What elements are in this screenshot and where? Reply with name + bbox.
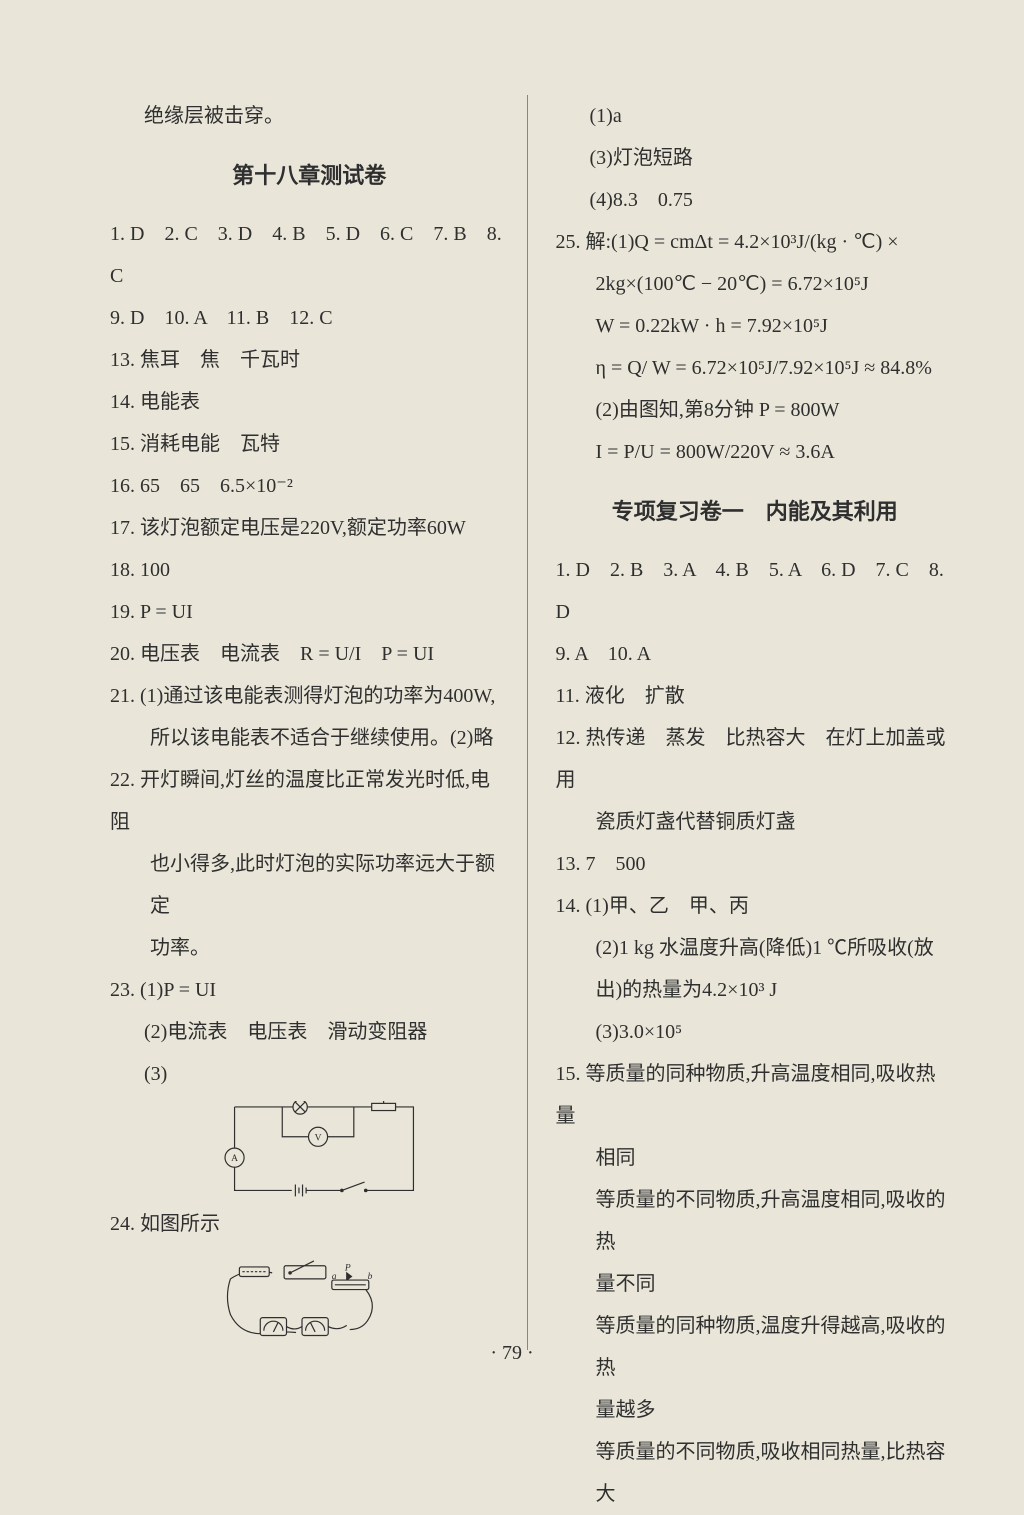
q25-d: η = Q/ W = 6.72×10⁵J/7.92×10⁵J ≈ 84.8%	[556, 347, 955, 389]
s6c: 出)的热量为4.2×10³ J	[556, 969, 955, 1011]
q25-a: 25. 解:(1)Q = cmΔt = 4.2×10³J/(kg · ℃) ×	[556, 221, 955, 263]
circuit-diagram-1: V A	[164, 1101, 484, 1196]
label-b: b	[368, 1270, 373, 1281]
s7f: 量越多	[556, 1389, 955, 1431]
q18: 18. 100	[110, 549, 509, 591]
q19: 19. P = UI	[110, 591, 509, 633]
q13: 13. 焦耳 焦 千瓦时	[110, 339, 509, 381]
r-1a: (1)a	[556, 95, 955, 137]
q1-8: 1. D 2. C 3. D 4. B 5. D 6. C 7. B 8. C	[110, 213, 509, 297]
s5: 13. 7 500	[556, 843, 955, 885]
left-column: 绝缘层被击穿。 第十八章测试卷 1. D 2. C 3. D 4. B 5. D…	[110, 95, 528, 1350]
page: 绝缘层被击穿。 第十八章测试卷 1. D 2. C 3. D 4. B 5. D…	[0, 0, 1024, 1390]
q25-c: W = 0.22kW · h = 7.92×10⁵J	[556, 305, 955, 347]
label-a: a	[332, 1270, 337, 1281]
s4a: 12. 热传递 蒸发 比热容大 在灯上加盖或用	[556, 717, 955, 801]
q22-b: 也小得多,此时灯泡的实际功率远大于额定	[110, 843, 509, 927]
q23-b: (2)电流表 电压表 滑动变阻器	[110, 1011, 509, 1053]
s2: 9. A 10. A	[556, 633, 955, 675]
r-3: (3)灯泡短路	[556, 137, 955, 179]
s7c: 等质量的不同物质,升高温度相同,吸收的热	[556, 1179, 955, 1263]
page-number: · 79 ·	[0, 1342, 1024, 1365]
q21-a: 21. (1)通过该电能表测得灯泡的功率为400W,	[110, 675, 509, 717]
q9-12: 9. D 10. A 11. B 12. C	[110, 297, 509, 339]
chapter18-title: 第十八章测试卷	[110, 153, 509, 199]
q23-a: 23. (1)P = UI	[110, 969, 509, 1011]
q20: 20. 电压表 电流表 R = U/I P = UI	[110, 633, 509, 675]
q21-b: 所以该电能表不适合于继续使用。(2)略	[110, 717, 509, 759]
q25-b: 2kg×(100℃ − 20℃) = 6.72×10⁵J	[556, 263, 955, 305]
s7a: 15. 等质量的同种物质,升高温度相同,吸收热量	[556, 1053, 955, 1137]
ammeter-label: A	[231, 1153, 238, 1164]
r-4: (4)8.3 0.75	[556, 179, 955, 221]
left-top-line: 绝缘层被击穿。	[110, 95, 509, 137]
q24: 24. 如图所示	[110, 1203, 509, 1245]
s6a: 14. (1)甲、乙 甲、丙	[556, 885, 955, 927]
label-P: P	[344, 1262, 351, 1273]
q22-c: 功率。	[110, 927, 509, 969]
right-column: (1)a (3)灯泡短路 (4)8.3 0.75 25. 解:(1)Q = cm…	[528, 95, 955, 1350]
s6d: (3)3.0×10⁵	[556, 1011, 955, 1053]
q16: 16. 65 65 6.5×10⁻²	[110, 465, 509, 507]
q14: 14. 电能表	[110, 381, 509, 423]
s7g: 等质量的不同物质,吸收相同热量,比热容大	[556, 1431, 955, 1515]
q22-a: 22. 开灯瞬间,灯丝的温度比正常发光时低,电阻	[110, 759, 509, 843]
q17: 17. 该灯泡额定电压是220V,额定功率60W	[110, 507, 509, 549]
s3: 11. 液化 扩散	[556, 675, 955, 717]
q23-c: (3)	[110, 1053, 509, 1095]
s1: 1. D 2. B 3. A 4. B 5. A 6. D 7. C 8. D	[556, 549, 955, 633]
s7b: 相同	[556, 1137, 955, 1179]
s4b: 瓷质灯盏代替铜质灯盏	[556, 801, 955, 843]
voltmeter-label: V	[315, 1133, 322, 1144]
q15: 15. 消耗电能 瓦特	[110, 423, 509, 465]
special-review-title: 专项复习卷一 内能及其利用	[556, 489, 955, 535]
q25-f: I = P/U = 800W/220V ≈ 3.6A	[556, 431, 955, 473]
s6b: (2)1 kg 水温度升高(降低)1 ℃所吸收(放	[556, 927, 955, 969]
q25-e: (2)由图知,第8分钟 P = 800W	[556, 389, 955, 431]
s7d: 量不同	[556, 1263, 955, 1305]
circuit-diagram-2: a P b	[152, 1255, 452, 1350]
